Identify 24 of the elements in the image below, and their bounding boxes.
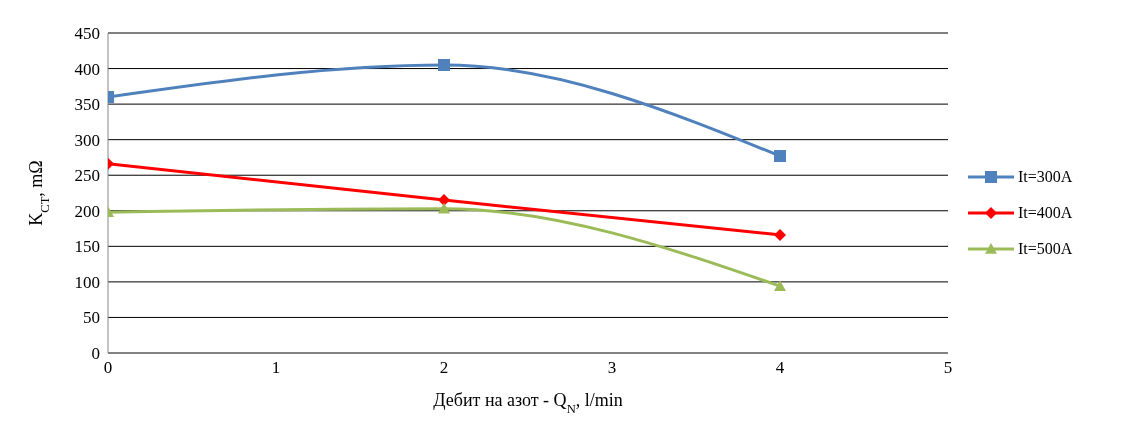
y-tick-label: 50 — [83, 308, 100, 328]
y-tick-label: 100 — [74, 272, 100, 292]
x-tick-label: 5 — [943, 358, 953, 378]
legend-label: It=300A — [1018, 168, 1073, 186]
y-tick-label: 300 — [74, 130, 100, 150]
x-tick-label: 3 — [607, 358, 617, 378]
x-tick-label: 1 — [271, 358, 281, 378]
point — [438, 59, 450, 71]
point — [774, 280, 786, 291]
y-tick-label: 0 — [91, 344, 100, 364]
point — [774, 228, 786, 241]
y-tick-label: 350 — [74, 95, 100, 115]
y-tick-label: 150 — [74, 237, 100, 257]
legend-label: It=500A — [1018, 240, 1073, 258]
y-tick-label: 400 — [74, 59, 100, 79]
y-tick-label: 250 — [74, 166, 100, 186]
y-tick-label: 450 — [74, 24, 100, 44]
y-tick-label: 200 — [74, 201, 100, 221]
legend-label: It=400A — [1018, 204, 1073, 222]
x-tick-label: 4 — [775, 358, 785, 378]
x-axis-title: Дебит на азот - Q$_{N}$, l/min — [433, 390, 623, 416]
x-tick-label: 0 — [103, 358, 113, 378]
x-tick-label: 2 — [439, 358, 449, 378]
point — [774, 150, 786, 163]
